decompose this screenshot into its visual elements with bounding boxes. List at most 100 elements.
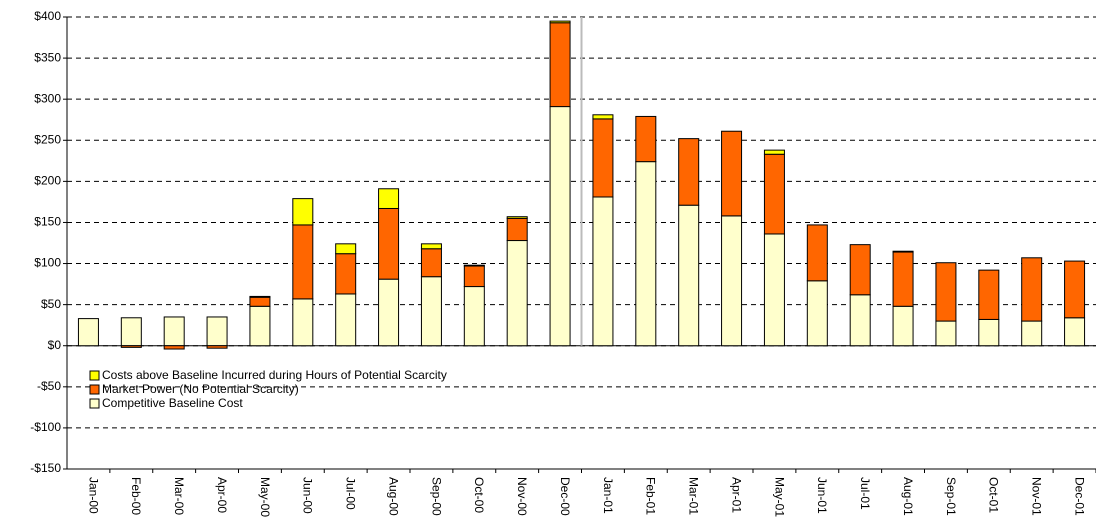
bar-segment [1064, 260, 1086, 319]
bar-segment [806, 224, 828, 282]
bar-segment [592, 118, 614, 198]
y-tick-label: $350 [34, 50, 61, 64]
bar-segment [849, 294, 871, 347]
x-tick-label: Aug-01 [901, 477, 915, 516]
legend-swatch [89, 398, 100, 409]
y-tick-label: -$100 [30, 420, 61, 434]
x-tick-label: Apr-01 [729, 477, 743, 513]
y-tick-label: $50 [41, 297, 61, 311]
bar-segment [378, 278, 400, 347]
bar-segment [1021, 257, 1043, 322]
bar-segment [120, 317, 142, 347]
y-tick-label: $400 [34, 9, 61, 23]
x-tick-label: Jan-01 [601, 477, 615, 514]
bar-segment [420, 243, 442, 250]
bar-segment [292, 224, 314, 300]
bar-segment [678, 138, 700, 206]
bar-segment [249, 295, 271, 298]
x-tick-label: Apr-00 [215, 477, 229, 513]
y-tick-label: $100 [34, 256, 61, 270]
bar-segment [1021, 320, 1043, 347]
bar-segment [678, 204, 700, 347]
x-tick-label: Nov-01 [1030, 477, 1044, 516]
x-tick-label: Dec-00 [558, 477, 572, 516]
legend-label: Market Power (No Potential Scarcity) [102, 382, 299, 396]
legend-label: Competitive Baseline Cost [102, 396, 243, 410]
bar-segment [763, 153, 785, 235]
legend-swatch [89, 384, 100, 395]
bar-segment [163, 345, 185, 350]
y-tick-label: $250 [34, 132, 61, 146]
bar-segment [463, 264, 485, 267]
x-tick-label: May-00 [258, 477, 272, 517]
bar-segment [978, 269, 1000, 320]
x-tick-label: Oct-00 [472, 477, 486, 513]
bar-segment [206, 345, 228, 349]
bar-segment [935, 262, 957, 322]
x-tick-label: Jun-00 [301, 477, 315, 514]
bar-segment [592, 114, 614, 120]
bar-segment [635, 161, 657, 347]
x-tick-label: Aug-00 [386, 477, 400, 516]
bar-segment [1064, 317, 1086, 347]
bar-segment [249, 305, 271, 347]
bar-segment [892, 250, 914, 253]
bar-segment [721, 130, 743, 217]
bar-segment [120, 345, 142, 348]
bar-segment [77, 318, 99, 347]
bar-segment [935, 320, 957, 347]
bar-segment [763, 149, 785, 155]
bar-segment [506, 216, 528, 219]
bar-segment [292, 298, 314, 347]
bar-segment [549, 22, 571, 108]
x-tick-label: Feb-01 [644, 477, 658, 515]
x-tick-label: Oct-01 [987, 477, 1001, 513]
x-tick-label: Sep-00 [429, 477, 443, 516]
x-tick-label: Jun-01 [815, 477, 829, 514]
y-tick-label: $0 [48, 338, 62, 352]
bar-segment [420, 276, 442, 347]
bar-segment [549, 106, 571, 347]
bar-segment [635, 115, 657, 163]
bar-segment [463, 265, 485, 288]
legend-swatch [89, 370, 100, 381]
x-tick-label: Nov-00 [515, 477, 529, 516]
bar-segment [763, 233, 785, 347]
x-tick-label: Mar-01 [687, 477, 701, 515]
y-tick-label: $300 [34, 91, 61, 105]
bar-segment [506, 217, 528, 242]
bar-segment [378, 188, 400, 209]
legend-label: Costs above Baseline Incurred during Hou… [102, 368, 447, 382]
x-tick-label: Mar-00 [172, 477, 186, 515]
bar-segment [335, 243, 357, 255]
bar-segment [849, 244, 871, 296]
bar-segment [292, 198, 314, 226]
bar-segment [978, 318, 1000, 347]
bar-segment [892, 251, 914, 307]
bar-segment [335, 253, 357, 295]
x-tick-label: Dec-01 [1072, 477, 1086, 516]
x-tick-label: Jul-01 [858, 477, 872, 510]
x-tick-label: May-01 [772, 477, 786, 517]
bar-segment [249, 296, 271, 307]
bar-segment [378, 207, 400, 280]
bar-segment [163, 316, 185, 347]
y-tick-label: $150 [34, 215, 61, 229]
x-tick-label: Sep-01 [944, 477, 958, 516]
bar-segment [721, 215, 743, 347]
bar-segment [463, 286, 485, 347]
y-tick-label: -$150 [30, 461, 61, 475]
bar-segment [892, 305, 914, 347]
x-tick-label: Feb-00 [129, 477, 143, 515]
y-tick-label: $200 [34, 174, 61, 188]
x-tick-label: Jul-00 [344, 477, 358, 510]
x-tick-label: Jan-00 [86, 477, 100, 514]
bar-segment [592, 196, 614, 347]
bar-segment [806, 280, 828, 347]
bar-segment [549, 20, 571, 24]
bar-segment [506, 240, 528, 347]
bar-segment [206, 316, 228, 347]
y-tick-label: -$50 [37, 379, 61, 393]
bar-segment [420, 248, 442, 278]
